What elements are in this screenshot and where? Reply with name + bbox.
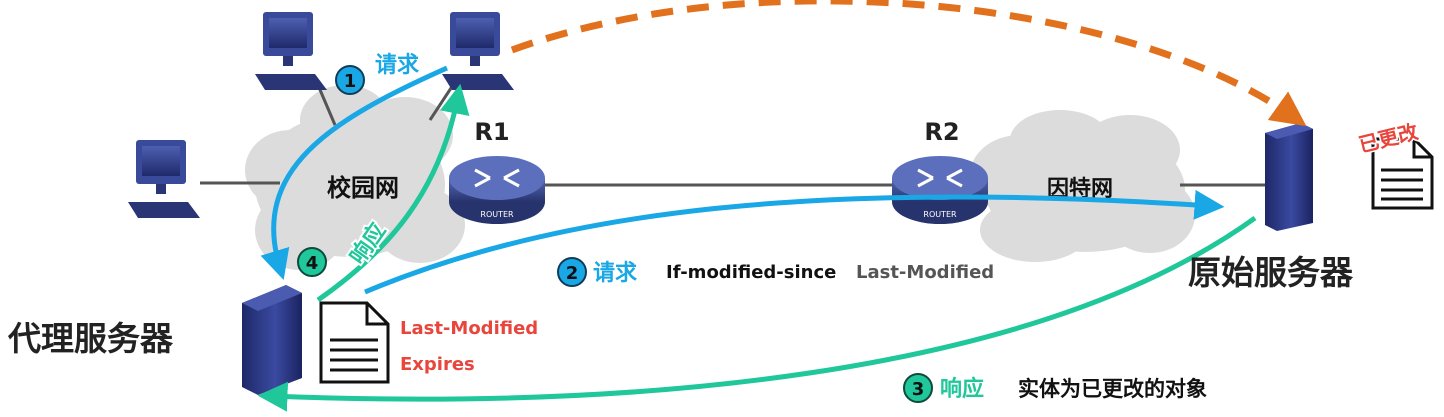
svg-text:3: 3 [912,379,925,400]
step2-last-modified: Last-Modified [856,262,994,283]
step3-badge: 3 [904,374,932,402]
step2-badge: 2 [558,258,586,286]
doc-field-last-modified: Last-Modified [400,318,538,339]
proxy-document-icon [321,303,388,382]
pc-icon [128,140,200,218]
step1-badge: 1 [336,66,364,94]
step2-if-modified-since: If-modified-since [666,262,836,283]
doc-field-expires: Expires [400,354,475,375]
step4-badge: 4 [298,248,326,276]
pc-icon [255,12,327,90]
svg-text:1: 1 [344,71,357,92]
r2-device-label: ROUTER [923,210,957,219]
direct-request-arrow [512,1,1295,118]
step3-detail: 实体为已更改的对象 [1018,377,1207,401]
r1-label: R1 [474,118,509,146]
r2-label: R2 [924,118,959,146]
r1-device-label: ROUTER [480,210,514,219]
step3-label: 响应 [940,376,984,402]
origin-server-icon [1265,123,1313,231]
step2-label: 请求 [593,260,637,286]
origin-server-label: 原始服务器 [1188,253,1354,292]
step1-label: 请求 [375,52,419,78]
pc-icon [442,12,514,90]
proxy-server-label: 代理服务器 [7,319,174,358]
svg-text:2: 2 [566,263,579,284]
svg-text:4: 4 [306,253,319,274]
campus-net-label: 校园网 [327,174,399,202]
proxy-server-icon [242,285,302,395]
